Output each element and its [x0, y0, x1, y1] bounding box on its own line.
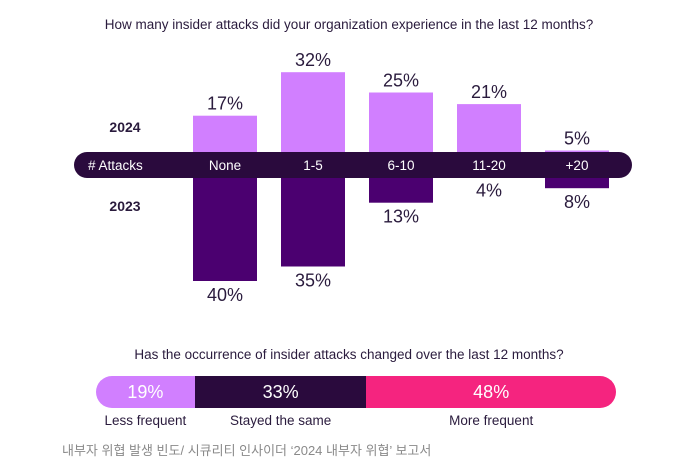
data-label-2023: 35%	[295, 271, 331, 291]
stacked-change-bar: 19% 33% 48%	[96, 376, 616, 408]
series-label-2023: 2023	[109, 198, 140, 214]
data-label-2024: 5%	[564, 129, 590, 149]
axis-band	[74, 152, 632, 178]
source-caption: 내부자 위협 발생 빈도/ 시큐리티 인사이더 ‘2024 내부자 위협’ 보고…	[62, 443, 432, 458]
category-label: +20	[566, 158, 589, 173]
data-label-2024: 21%	[471, 82, 507, 102]
series-label-2024: 2024	[109, 119, 140, 135]
stack-category-label: Stayed the same	[229, 413, 332, 428]
data-label-2024: 32%	[295, 50, 331, 70]
stack-category-label: Less frequent	[104, 413, 187, 428]
data-label-2023: 13%	[383, 207, 419, 227]
data-label-2023: 4%	[476, 181, 502, 201]
category-label: 1-5	[303, 158, 323, 173]
stack-category-label: More frequent	[449, 413, 534, 428]
bar-2023-None	[193, 165, 257, 281]
category-label: 6-10	[387, 158, 414, 173]
category-label: 11-20	[472, 158, 506, 173]
stack-segment-less-frequent: 19%	[96, 376, 195, 408]
chart-title-change: Has the occurrence of insider attacks ch…	[134, 347, 564, 362]
stack-segment-stayed-the-same: 33%	[194, 376, 367, 408]
mirror-bar-chart: 17% 40% 32% 35% 25% 13% 21% 4% 5% 8% # Attacks None…	[74, 50, 632, 305]
data-label-2024: 17%	[207, 94, 243, 114]
stack-segment-more-frequent: 48%	[366, 376, 616, 408]
data-label-2023: 8%	[564, 192, 590, 212]
bar-2023-1-5	[281, 165, 345, 267]
data-label-2024: 25%	[383, 71, 419, 91]
data-label-2023: 40%	[207, 285, 243, 305]
axis-title: # Attacks	[88, 158, 143, 173]
chart-title-attacks: How many insider attacks did your organi…	[104, 17, 594, 32]
bar-2024-1-5	[281, 72, 345, 165]
category-label: None	[209, 158, 241, 173]
